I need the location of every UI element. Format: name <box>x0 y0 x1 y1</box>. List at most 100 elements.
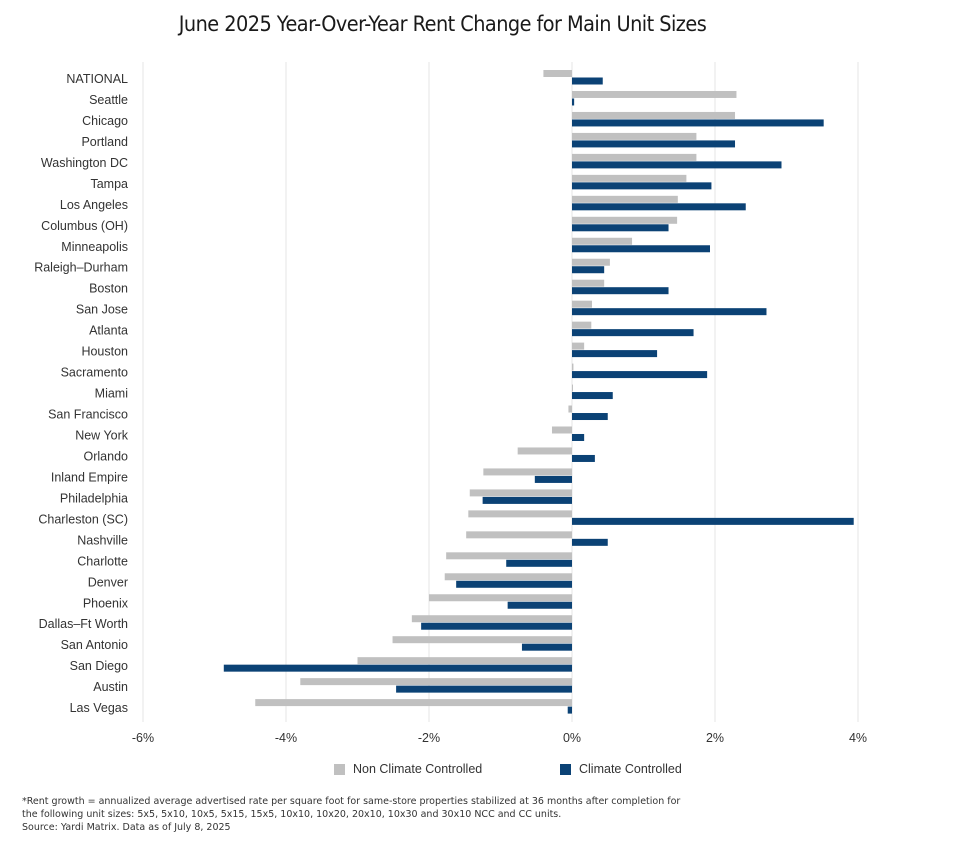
category-label: San Antonio <box>61 638 128 652</box>
category-label: Chicago <box>82 114 128 128</box>
bar-climate <box>572 266 605 274</box>
bar-non-climate <box>572 132 697 140</box>
bar-non-climate <box>572 153 697 161</box>
bar-climate <box>482 496 572 504</box>
x-tick-label: 2% <box>706 731 724 745</box>
category-label: Charleston (SC) <box>38 512 128 526</box>
category-labels: NATIONAL Seattle Chicago Portland Washington… <box>34 72 129 715</box>
bar-climate <box>572 517 854 525</box>
category-label: Portland <box>81 135 128 149</box>
bar-non-climate <box>572 174 687 182</box>
bar-climate <box>521 643 572 651</box>
bar-climate <box>572 287 669 295</box>
bar-climate <box>572 350 658 358</box>
legend-swatch-climate <box>560 763 571 775</box>
bar-non-climate <box>572 195 678 203</box>
bar-non-climate <box>572 258 610 266</box>
legend-non-climate: Non Climate Controlled <box>334 762 482 776</box>
bar-non-climate <box>466 531 572 539</box>
bar-non-climate <box>572 342 585 350</box>
category-label: NATIONAL <box>66 72 128 86</box>
bar-non-climate <box>357 657 572 665</box>
bar-non-climate <box>572 384 573 392</box>
category-label: Tampa <box>90 177 128 191</box>
bar-non-climate <box>300 678 572 686</box>
bar-climate <box>507 601 572 609</box>
bar-climate <box>572 538 608 546</box>
bar-climate <box>572 77 603 85</box>
bar-non-climate <box>543 70 572 77</box>
category-label: Las Vegas <box>70 701 128 715</box>
footnote-line: the following unit sizes: 5x5, 5x10, 10x… <box>22 809 562 820</box>
category-label: Inland Empire <box>51 470 128 484</box>
bar-non-climate <box>469 489 572 497</box>
bar-non-climate <box>572 111 736 119</box>
grid-lines <box>142 62 859 722</box>
bar-climate <box>572 98 575 106</box>
category-label: New York <box>75 428 129 442</box>
category-label: San Diego <box>70 659 128 673</box>
bar-non-climate <box>572 216 678 224</box>
bars <box>223 70 854 714</box>
bar-climate <box>572 140 736 148</box>
category-label: Minneapolis <box>61 240 128 254</box>
x-tick-label: -2% <box>418 731 440 745</box>
bar-non-climate <box>255 699 572 707</box>
bar-climate <box>567 706 572 714</box>
bar-climate <box>421 622 572 630</box>
bar-climate <box>572 371 708 379</box>
bar-non-climate <box>572 90 737 98</box>
category-label: Phoenix <box>83 596 129 610</box>
footnote: *Rent growth = annualized average advert… <box>22 795 952 834</box>
category-label: Houston <box>81 345 128 359</box>
bar-climate <box>572 224 669 232</box>
category-label: Columbus (OH) <box>41 219 128 233</box>
bar-non-climate <box>572 363 574 371</box>
category-label: Orlando <box>84 449 129 463</box>
category-label: Boston <box>89 282 128 296</box>
bar-non-climate <box>551 426 572 434</box>
category-label: Nashville <box>77 533 128 547</box>
bar-climate <box>572 182 712 190</box>
bar-climate <box>572 413 608 421</box>
bar-climate <box>572 454 595 462</box>
bar-climate <box>223 664 573 672</box>
bar-climate <box>572 245 710 253</box>
bar-climate <box>572 433 585 441</box>
footnote-line: Source: Yardi Matrix. Data as of July 8,… <box>22 822 231 833</box>
bar-non-climate <box>517 447 572 455</box>
x-tick-label: -4% <box>275 731 297 745</box>
chart-title: June 2025 Year-Over-Year Rent Change for… <box>178 12 707 36</box>
bar-non-climate <box>568 405 572 413</box>
bar-climate <box>572 329 694 337</box>
bar-climate <box>456 580 572 588</box>
category-label: Sacramento <box>61 366 128 380</box>
bar-non-climate <box>446 552 572 560</box>
category-label: Atlanta <box>89 324 128 338</box>
legend-label-non-climate: Non Climate Controlled <box>353 762 483 776</box>
category-label: San Francisco <box>48 408 128 422</box>
x-tick-label: 0% <box>563 731 581 745</box>
category-label: Denver <box>88 575 128 589</box>
bar-non-climate <box>572 237 633 245</box>
bar-climate <box>534 475 572 483</box>
bar-climate <box>572 203 746 211</box>
bar-climate <box>572 308 767 316</box>
bar-non-climate <box>429 594 572 602</box>
bar-non-climate <box>483 468 572 476</box>
category-label: Washington DC <box>41 156 128 170</box>
bar-climate <box>572 119 824 127</box>
footnote-line: *Rent growth = annualized average advert… <box>22 796 681 807</box>
category-label: Dallas–Ft Worth <box>39 617 128 631</box>
bar-climate <box>506 559 572 567</box>
bar-climate <box>572 392 613 400</box>
legend-climate: Climate Controlled <box>560 762 682 776</box>
bar-non-climate <box>572 321 592 329</box>
category-label: Los Angeles <box>60 198 128 212</box>
bar-non-climate <box>572 279 605 287</box>
category-label: Seattle <box>89 93 128 107</box>
bar-non-climate <box>444 573 572 581</box>
x-tick-label: -6% <box>132 731 154 745</box>
bar-climate <box>572 161 782 169</box>
bar-non-climate <box>411 615 572 623</box>
